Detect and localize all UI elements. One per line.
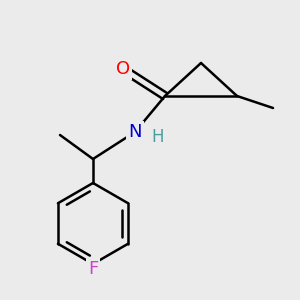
- Text: N: N: [128, 123, 142, 141]
- Text: F: F: [88, 260, 98, 278]
- Text: O: O: [116, 60, 130, 78]
- Text: H: H: [151, 128, 164, 146]
